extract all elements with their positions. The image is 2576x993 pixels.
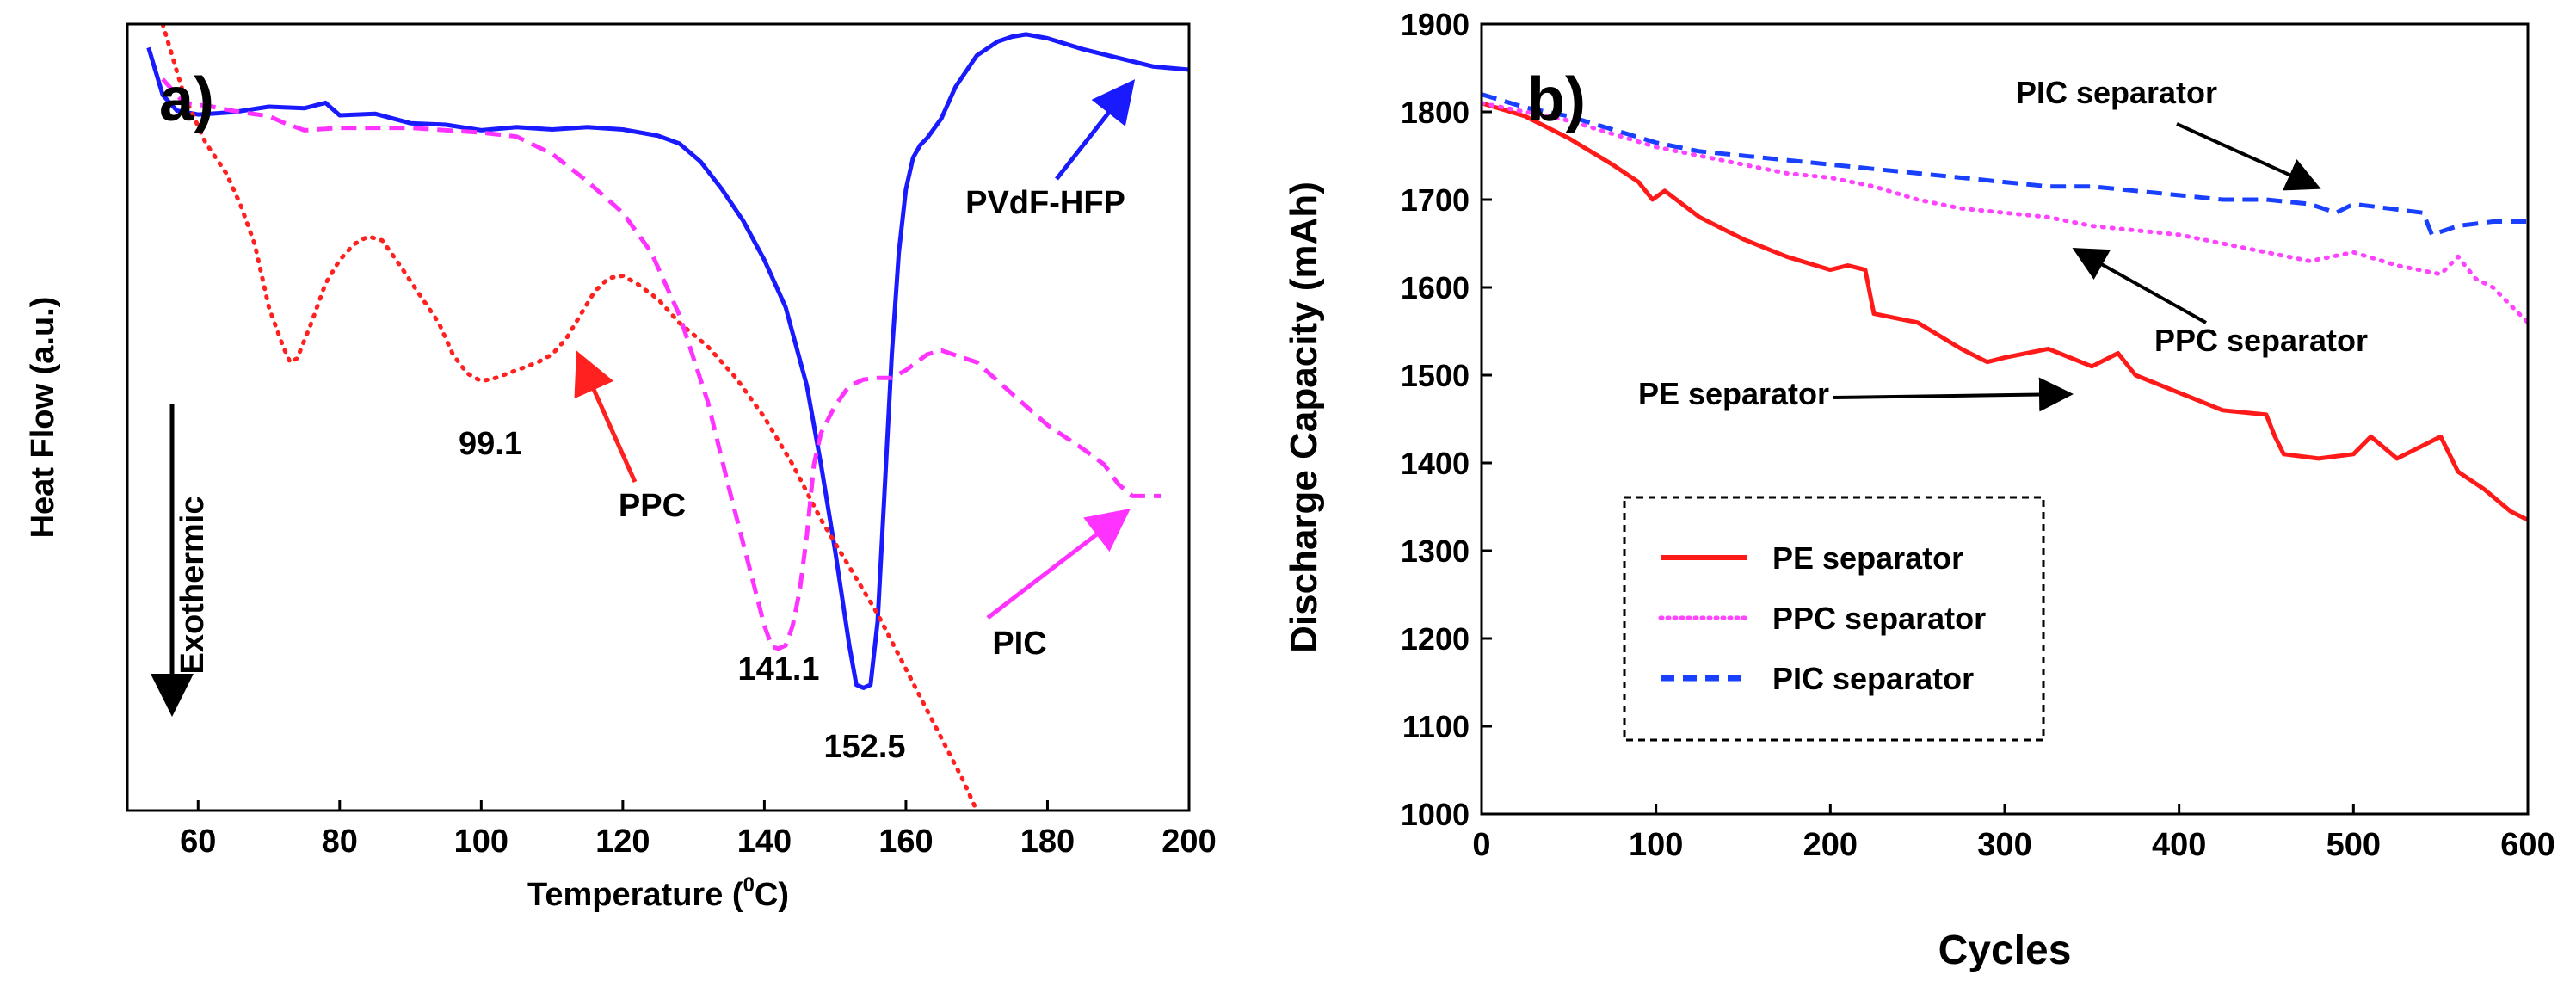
panel-a-xtick-140: 140 xyxy=(737,823,792,860)
panel-b: 0 100 200 300 400 500 600 1000 1100 1200 1300 1400… xyxy=(1283,7,2555,973)
panel-b-xticks: 0 100 200 300 400 500 600 xyxy=(1472,804,2555,863)
legend-label-ppc: PPC separator xyxy=(1772,601,1986,636)
label-pe-separator: PE separator xyxy=(1638,376,1829,411)
arrow-ppc xyxy=(574,350,638,484)
panel-a-xlabel: Temperature (0C) xyxy=(527,873,789,913)
panel-b-xtick-600: 600 xyxy=(2500,827,2554,863)
panel-a-xtick-100: 100 xyxy=(454,823,508,860)
panel-b-series xyxy=(1482,92,2528,522)
panel-b-ytick-1500: 1500 xyxy=(1401,358,1470,393)
panel-b-xtick-400: 400 xyxy=(2152,827,2206,863)
panel-b-ytick-1100: 1100 xyxy=(1402,709,1470,744)
panel-a-xtick-80: 80 xyxy=(322,823,358,860)
panel-a-series xyxy=(146,24,1189,811)
panel-b-xtick-200: 200 xyxy=(1803,827,1858,863)
panel-b-ytick-1700: 1700 xyxy=(1401,182,1470,218)
label-ppc: PPC xyxy=(619,488,686,524)
arrow-ppc-separator xyxy=(2072,248,2207,324)
panel-a-xtick-120: 120 xyxy=(595,823,650,860)
arrow-pvdf-hfp xyxy=(1055,79,1136,181)
arrow-pic xyxy=(986,508,1131,620)
arrow-pic-separator xyxy=(2176,122,2321,191)
series-pic-separator-line xyxy=(1482,92,2528,237)
panel-b-xtick-100: 100 xyxy=(1629,827,1683,863)
panel-a-xlabel-sup: 0 xyxy=(743,873,755,897)
panel-a-xtick-160: 160 xyxy=(878,823,933,860)
panel-a-xtick-60: 60 xyxy=(180,823,216,860)
panel-a: 60 80 100 120 140 160 180 200 a) Temperature (0… xyxy=(25,22,1217,913)
label-pic-separator: PIC separator xyxy=(2016,75,2217,110)
panel-b-ytick-1600: 1600 xyxy=(1401,270,1470,305)
panel-b-yticks: 1000 1100 1200 1300 1400 1500 1600 1700 1800 1900 xyxy=(1401,7,1492,832)
label-pic: PIC xyxy=(992,626,1046,662)
panel-b-label: b) xyxy=(1527,65,1586,134)
series-pe-separator-line xyxy=(1482,101,2528,522)
panel-a-ylabel: Heat Flow (a.u.) xyxy=(25,297,61,539)
panel-b-xtick-500: 500 xyxy=(2326,827,2381,863)
annotation-152-5: 152.5 xyxy=(823,729,905,765)
series-ppc-curve xyxy=(160,24,979,811)
panel-b-ytick-1000: 1000 xyxy=(1401,797,1470,832)
panel-b-ylabel: Discharge Capacity (mAh) xyxy=(1283,182,1325,653)
legend-label-pic: PIC separator xyxy=(1772,661,1974,696)
legend: PE separator PPC separator PIC separator xyxy=(1623,496,2045,742)
panel-b-ytick-1800: 1800 xyxy=(1401,95,1470,130)
label-pvdf-hfp: PVdF-HFP xyxy=(965,185,1125,221)
panel-b-ytick-1900: 1900 xyxy=(1401,7,1470,42)
series-ppc-separator-line xyxy=(1482,101,2528,325)
panel-a-xtick-200: 200 xyxy=(1162,823,1216,860)
panel-a-label: a) xyxy=(159,65,214,134)
panel-b-ytick-1400: 1400 xyxy=(1401,446,1470,481)
series-pvdf-hfp-curve xyxy=(146,32,1189,690)
panel-b-ytick-1200: 1200 xyxy=(1401,621,1470,657)
panel-a-xticks: 60 80 100 120 140 160 180 200 xyxy=(180,800,1217,860)
panel-a-xtick-180: 180 xyxy=(1020,823,1075,860)
exotherm-label: Exothermic xyxy=(175,496,211,675)
arrow-pe-separator xyxy=(1832,377,2074,412)
series-pic-curve xyxy=(161,77,1162,651)
annotation-99-1: 99.1 xyxy=(459,426,522,462)
panel-b-xtick-0: 0 xyxy=(1472,827,1490,863)
panel-b-ytick-1300: 1300 xyxy=(1401,534,1470,569)
label-ppc-separator: PPC separator xyxy=(2154,323,2368,358)
panel-a-xlabel-prefix: Temperature ( xyxy=(527,877,743,913)
annotation-141-1: 141.1 xyxy=(737,651,819,688)
panel-a-xlabel-suffix: C) xyxy=(755,877,789,913)
legend-label-pe: PE separator xyxy=(1772,540,1963,576)
panel-a-frame xyxy=(126,22,1191,812)
panel-b-xtick-300: 300 xyxy=(1977,827,2031,863)
panel-b-xlabel: Cycles xyxy=(1938,928,2072,973)
